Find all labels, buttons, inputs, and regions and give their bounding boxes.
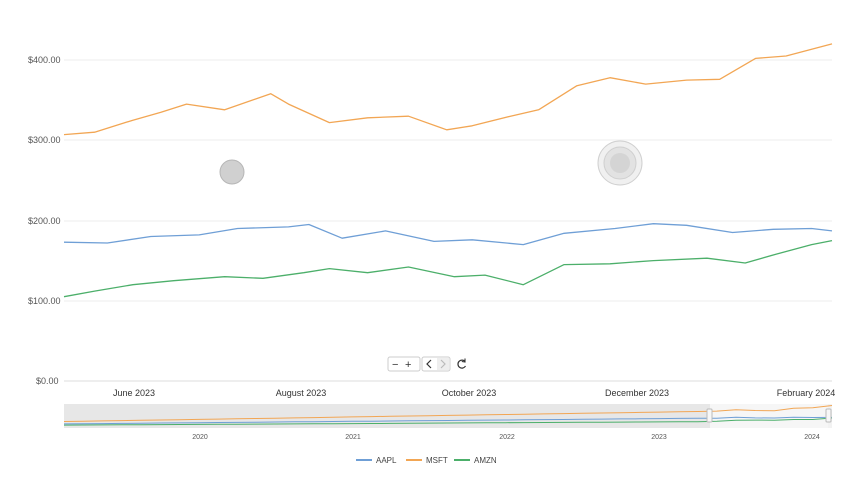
series-line-msft[interactable] [63,43,833,136]
x-tick-label: October 2023 [442,388,497,398]
series-line-aapl[interactable] [63,223,833,246]
navigator-line-amzn [63,417,833,426]
refresh-icon [457,359,467,369]
legend-item-amzn[interactable]: AMZN [454,456,497,465]
navigator-handle-left[interactable] [706,408,713,423]
click-ripple-core-icon [610,153,630,173]
navigator-line-msft [63,405,833,422]
zoom-out-button[interactable]: − [389,358,403,371]
zoom-in-button[interactable]: + [404,358,418,371]
legend-item-aapl[interactable]: AAPL [356,456,397,465]
chart-controls: − + [387,356,468,372]
legend: AAPL MSFT AMZN [356,456,497,465]
navigator[interactable] [63,404,833,428]
navigator-tick-label: 2023 [651,434,667,441]
series-layer [63,43,833,298]
legend-item-msft[interactable]: MSFT [406,456,448,465]
legend-label: AAPL [376,456,397,465]
x-tick-label: June 2023 [113,388,155,398]
navigator-series-layer [63,405,833,426]
navigator-tick-label: 2021 [345,434,361,441]
legend-label: MSFT [426,456,448,465]
x-tick-label: February 2024 [777,388,836,398]
series-line-amzn[interactable] [63,239,833,298]
y-tick-label: $300.00 [28,135,61,145]
x-tick-label: December 2023 [605,388,669,398]
svg-text:+: + [405,359,411,371]
y-tick-label: $0.00 [36,376,59,386]
svg-text:−: − [392,359,398,371]
navigator-handle-right[interactable] [825,408,832,423]
cursor-indicator-icon [219,159,245,185]
navigator-tick-label: 2022 [499,434,515,441]
navigator-tick-label: 2024 [804,434,820,441]
y-tick-label: $100.00 [28,296,61,306]
navigator-line-aapl [63,416,833,425]
legend-label: AMZN [474,456,497,465]
navigator-tick-label: 2020 [192,434,208,441]
y-tick-label: $200.00 [28,216,61,226]
y-tick-label: $400.00 [28,55,61,65]
pan-right-button[interactable] [437,358,449,370]
pan-left-button[interactable] [423,358,436,370]
x-tick-label: August 2023 [276,388,327,398]
reset-zoom-button[interactable] [454,358,468,370]
